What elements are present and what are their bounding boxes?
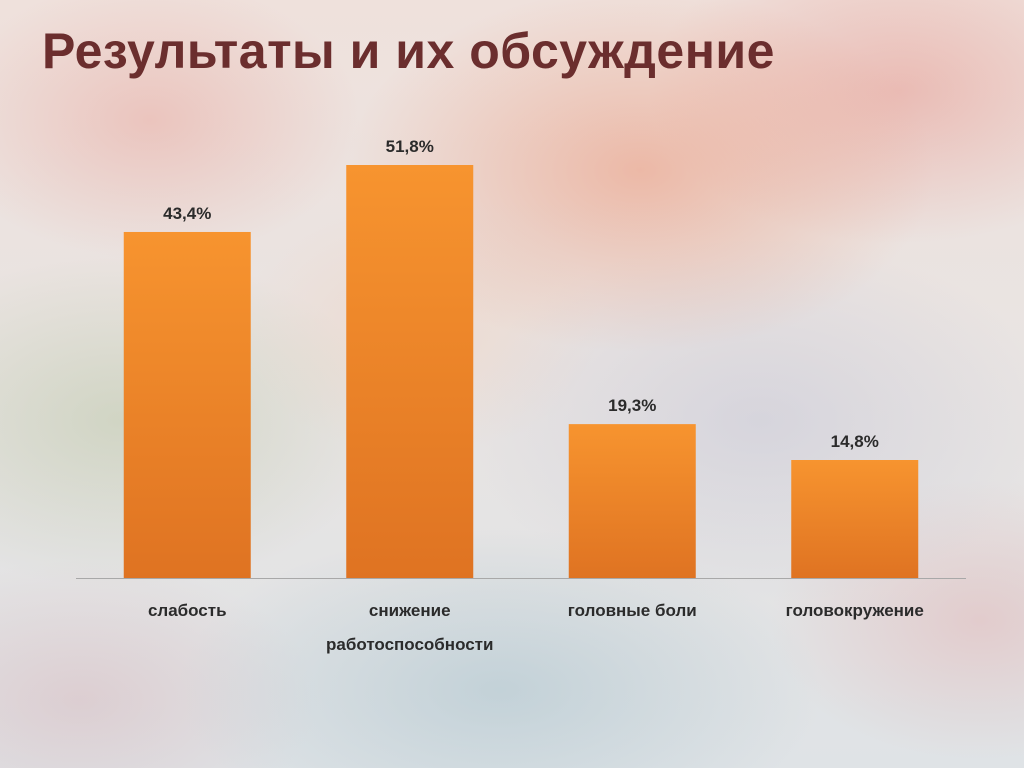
- category-label-line: снижение: [369, 601, 451, 620]
- category-label-line: головокружение: [786, 601, 924, 620]
- category-label-2: снижение работоспособности: [326, 601, 493, 654]
- category-label-line: работоспособности: [326, 635, 493, 654]
- data-label-1: 43,4%: [163, 204, 211, 223]
- bar-3: [568, 424, 696, 578]
- category-label-line: слабость: [148, 601, 227, 620]
- bar-1: [123, 231, 251, 579]
- slide-title: Результаты и их обсуждение: [42, 23, 775, 79]
- data-label-2: 51,8%: [386, 137, 434, 156]
- category-label-4: головокружение: [786, 601, 924, 620]
- category-label-line: головные боли: [568, 601, 697, 620]
- bar-2: [346, 165, 474, 578]
- data-label-4: 14,8%: [831, 432, 879, 451]
- bar-4: [791, 460, 919, 578]
- category-label-3: головные боли: [568, 601, 697, 620]
- data-label-3: 19,3%: [608, 396, 656, 415]
- category-label-1: слабость: [148, 601, 227, 620]
